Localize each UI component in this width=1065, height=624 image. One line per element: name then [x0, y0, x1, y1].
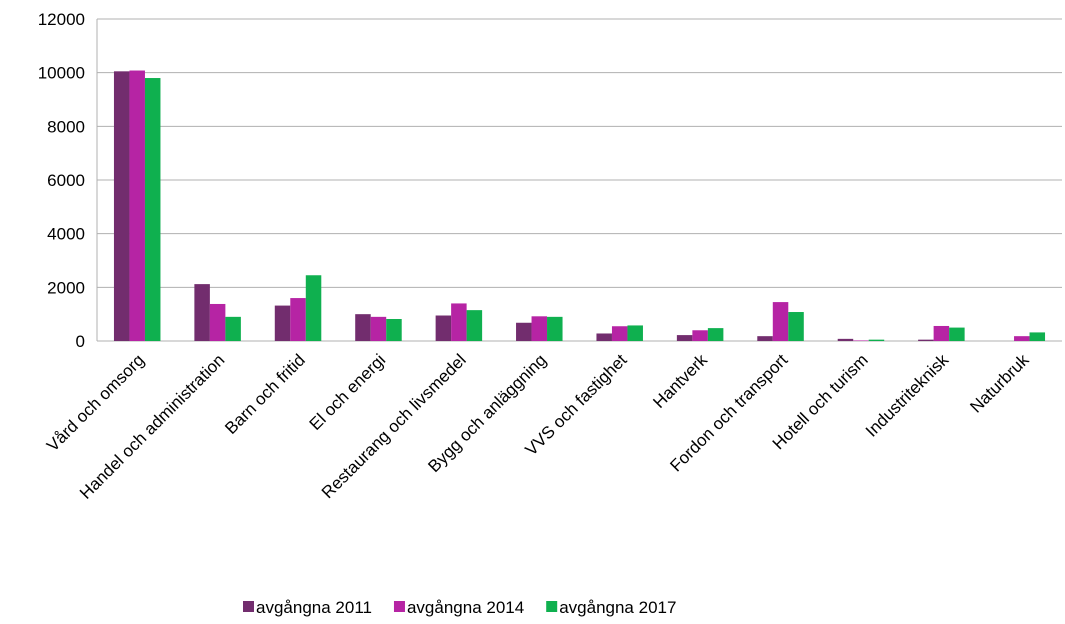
bar [1014, 336, 1030, 341]
bar [531, 316, 548, 341]
x-tick-label: Barn och fritid [221, 350, 309, 438]
bar [144, 78, 161, 342]
bar [707, 328, 724, 341]
legend-label: avgångna 2014 [407, 598, 524, 617]
y-tick-label: 0 [76, 332, 85, 351]
y-tick-label: 12000 [38, 10, 85, 29]
bar [949, 327, 965, 341]
bar [451, 303, 467, 341]
y-tick-label: 8000 [47, 117, 85, 136]
bar [611, 326, 628, 341]
bar [386, 318, 402, 341]
bar [466, 310, 483, 341]
bar [788, 312, 804, 341]
bar [596, 333, 612, 341]
bar [933, 325, 950, 341]
bar [918, 339, 934, 341]
legend-label: avgångna 2017 [559, 598, 676, 617]
bar [676, 335, 693, 341]
bar [194, 284, 210, 341]
bar [113, 71, 130, 341]
bar [757, 336, 773, 341]
x-tick-label: Restaurang och livsmedel [318, 350, 470, 502]
bar [129, 70, 145, 342]
legend-swatch [546, 601, 558, 612]
bar [290, 298, 306, 341]
bar [627, 325, 643, 341]
bar [435, 315, 452, 341]
bar [209, 303, 226, 341]
y-tick-label: 4000 [47, 225, 85, 244]
y-tick-label: 10000 [38, 64, 85, 83]
x-tick-label: El och energi [306, 350, 390, 434]
legend-label: avgångna 2011 [256, 598, 372, 617]
bar [853, 340, 869, 341]
bar [692, 330, 708, 341]
bar [225, 316, 241, 341]
x-tick-label: Industriteknisk [862, 350, 953, 441]
bar [370, 316, 387, 341]
legend-swatch [243, 601, 254, 612]
bar [305, 275, 322, 341]
y-tick-label: 6000 [47, 171, 85, 190]
x-tick-label: Handel och administration [76, 350, 228, 502]
bar [355, 314, 371, 341]
bar [516, 322, 532, 341]
y-tick-label: 2000 [47, 278, 85, 297]
bar [868, 339, 885, 341]
bar [274, 305, 291, 341]
bar [772, 302, 789, 341]
legend-swatch [393, 601, 405, 612]
x-tick-label: Hantverk [649, 350, 711, 412]
bar [547, 316, 563, 341]
bar [1029, 332, 1046, 341]
bar [837, 338, 854, 341]
x-tick-label: Naturbruk [966, 350, 1033, 417]
